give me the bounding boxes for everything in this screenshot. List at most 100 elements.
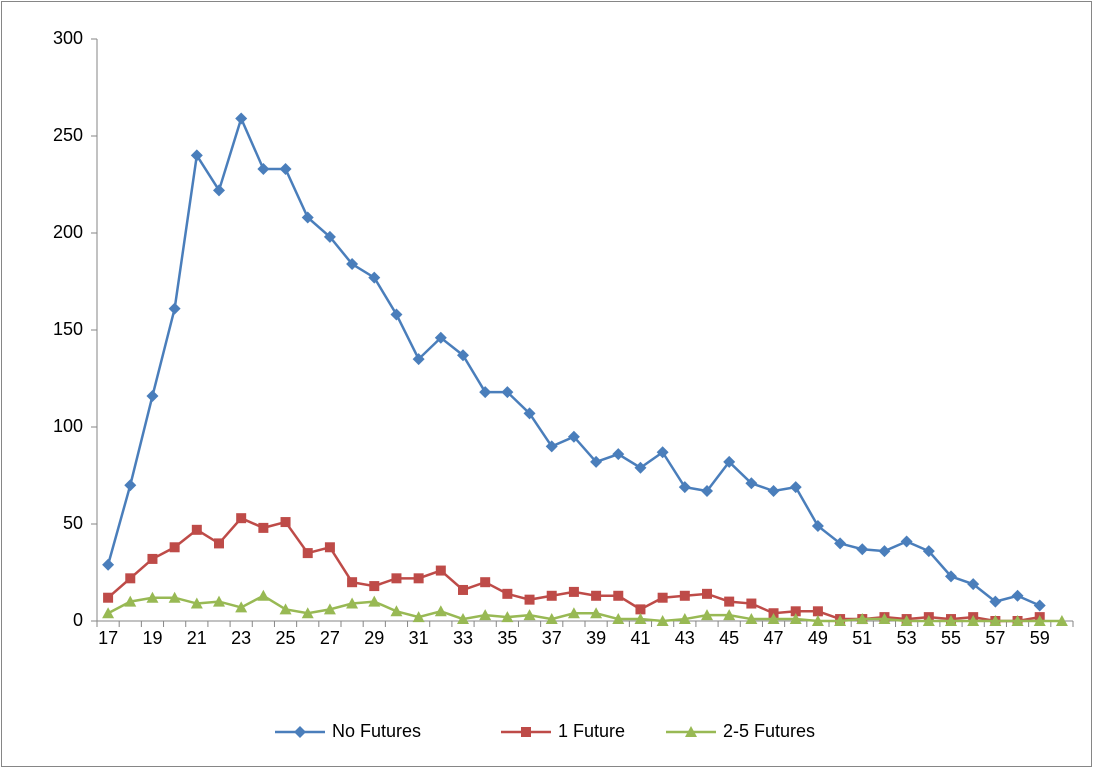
x-tick-label: 41: [630, 628, 650, 648]
marker: [125, 573, 136, 584]
marker: [434, 331, 447, 344]
y-tick-label: 250: [53, 125, 83, 145]
x-tick-label: 37: [542, 628, 562, 648]
marker: [368, 271, 381, 284]
marker: [834, 615, 847, 626]
marker: [235, 112, 248, 125]
marker: [213, 595, 225, 607]
marker: [900, 535, 913, 548]
marker: [1055, 615, 1068, 626]
marker: [1033, 615, 1046, 626]
marker: [102, 558, 115, 571]
marker: [412, 611, 425, 623]
x-tick-label: 29: [364, 628, 384, 648]
marker: [257, 162, 270, 175]
marker: [745, 613, 758, 625]
marker: [146, 389, 159, 402]
marker: [789, 613, 802, 625]
marker: [612, 448, 625, 461]
y-tick-label: 0: [73, 610, 83, 630]
marker: [545, 613, 558, 625]
marker: [391, 573, 402, 584]
marker: [967, 615, 980, 626]
marker: [346, 597, 359, 609]
marker: [213, 184, 225, 197]
marker: [789, 481, 802, 494]
marker: [945, 615, 957, 626]
marker: [502, 588, 513, 599]
marker: [279, 603, 292, 615]
x-tick-label: 21: [187, 628, 207, 648]
marker: [501, 611, 514, 623]
marker: [390, 605, 403, 617]
marker: [390, 308, 403, 321]
marker: [323, 230, 336, 243]
x-tick-label: 45: [719, 628, 739, 648]
marker: [523, 609, 536, 621]
x-tick-label: 53: [897, 628, 917, 648]
marker: [146, 591, 159, 603]
marker: [1011, 589, 1024, 602]
marker: [169, 542, 180, 553]
marker: [479, 609, 492, 621]
marker: [190, 149, 203, 162]
x-tick-label: 33: [453, 628, 473, 648]
y-tick-label: 100: [53, 416, 83, 436]
marker: [258, 522, 269, 533]
marker: [656, 615, 669, 626]
marker: [301, 607, 314, 619]
marker: [878, 545, 891, 558]
y-tick-label: 50: [63, 513, 83, 533]
marker: [457, 349, 469, 362]
marker: [257, 589, 270, 601]
marker: [922, 545, 935, 558]
y-tick-label: 150: [53, 319, 83, 339]
x-tick-label: 23: [231, 628, 251, 648]
x-tick-label: 31: [409, 628, 429, 648]
marker: [656, 446, 669, 459]
x-tick-label: 49: [808, 628, 828, 648]
marker: [214, 538, 224, 549]
y-tick-label: 200: [53, 222, 83, 242]
marker: [191, 524, 202, 535]
marker: [723, 455, 736, 468]
marker: [678, 481, 691, 494]
marker: [900, 615, 913, 626]
legend-label: No Futures: [332, 721, 421, 741]
marker: [435, 565, 446, 576]
marker: [103, 592, 114, 603]
marker: [324, 542, 335, 553]
marker: [413, 573, 424, 584]
marker: [989, 595, 1002, 608]
marker: [168, 302, 181, 315]
marker: [124, 479, 137, 492]
marker: [567, 430, 580, 443]
marker: [346, 258, 359, 271]
marker: [811, 519, 824, 532]
marker: [724, 596, 735, 607]
x-tick-label: 19: [142, 628, 162, 648]
marker: [294, 726, 306, 738]
marker: [967, 578, 980, 591]
x-tick-label: 25: [276, 628, 296, 648]
marker: [302, 548, 313, 559]
marker: [678, 613, 691, 625]
marker: [811, 615, 824, 626]
marker: [590, 455, 603, 468]
marker: [523, 407, 536, 420]
marker: [612, 613, 625, 625]
marker: [635, 604, 646, 615]
marker: [701, 485, 713, 498]
x-tick-label: 59: [1030, 628, 1050, 648]
marker: [301, 211, 314, 224]
marker: [945, 570, 957, 583]
x-tick-label: 51: [852, 628, 872, 648]
marker: [546, 590, 557, 601]
marker: [878, 613, 891, 625]
marker: [767, 485, 780, 498]
marker: [368, 595, 381, 607]
marker: [856, 613, 869, 625]
marker: [147, 553, 158, 564]
